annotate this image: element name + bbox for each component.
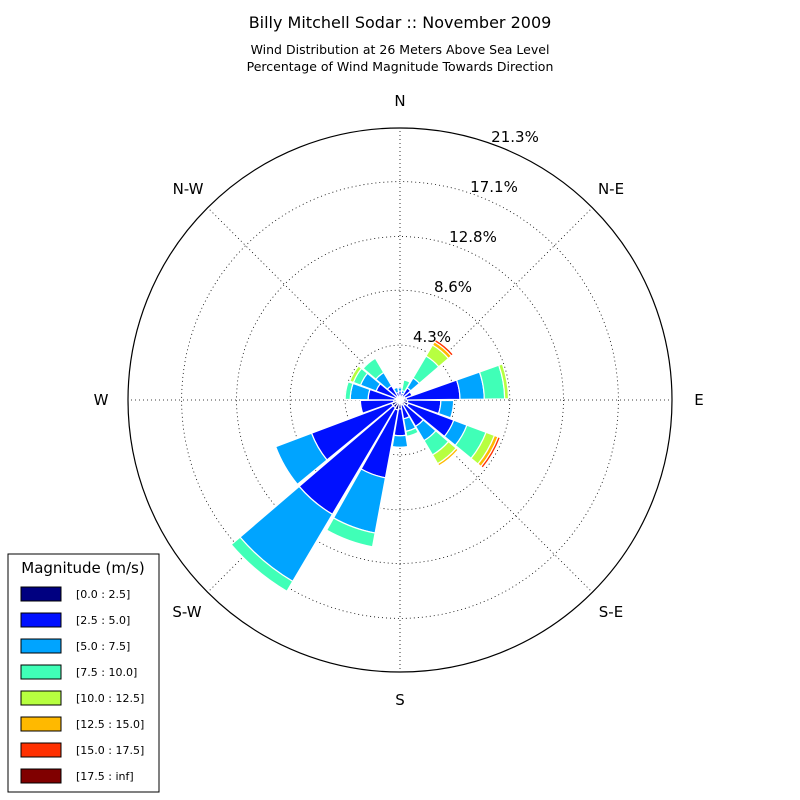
legend-label-0: [0.0 : 2.5] [76,588,130,601]
bar-dir-140-bin-5 [436,447,460,467]
legend-items: [0.0 : 2.5] [2.5 : 5.0] [5.0 : 7.5] [7.5 : … [20,586,144,784]
legend-swatch-5 [20,716,62,732]
legend-swatch-4 [20,690,62,706]
bar-dir-160-bin-3 [405,426,419,438]
outer-circle [127,127,673,673]
bar-dir-80-bin-2 [455,371,485,400]
bar-dir-340-bin-2 [392,386,400,395]
bar-dir-180-bin-2 [391,434,409,448]
ring-label-1: 4.3% [413,328,451,346]
direction-label-e: E [694,391,703,409]
direction-label-s: S [395,691,405,709]
legend-title: Magnitude (m/s) [21,559,144,577]
grid-ring-3 [236,236,564,564]
chart-subtitle-line-2: Percentage of Wind Magnitude Towards Dir… [247,59,554,74]
direction-label-se: S-E [599,603,623,621]
wind-bars [230,338,510,593]
bar-dir-100-bin-2 [437,399,455,419]
direction-label-nw: N-W [173,180,204,198]
bar-dir-40-bin-6 [433,338,455,357]
direction-label-n: N [394,92,405,110]
legend-swatch-0 [20,586,62,602]
ring-label-5: 21.3% [491,128,539,146]
grid-spoke-135 [399,399,593,593]
chart-title: Billy Mitchell Sodar :: November 2009 [249,13,552,32]
ring-label-4: 17.1% [470,178,518,196]
legend-label-5: [12.5 : 15.0] [76,718,144,731]
chart-subtitle-line-1: Wind Distribution at 26 Meters Above Sea… [251,42,550,57]
direction-label-ne: N-E [598,180,624,198]
bar-dir-220-bin-3 [230,536,294,593]
bar-dir-260-bin-1 [359,399,395,414]
legend-label-3: [7.5 : 10.0] [76,666,137,679]
grid-spoke-45 [399,207,593,401]
bar-dir-200-bin-3 [325,517,376,548]
legend-swatch-2 [20,638,62,654]
bar-dir-80-bin-4 [498,363,510,400]
polar-grid [128,128,672,672]
ring-label-3: 12.8% [449,228,497,246]
legend-label-6: [15.0 : 17.5] [76,744,144,757]
legend-label-2: [5.0 : 7.5] [76,640,130,653]
legend-label-1: [2.5 : 5.0] [76,614,130,627]
bar-dir-280-bin-3 [344,380,354,401]
grid-spoke-315 [207,207,401,401]
legend-swatch-3 [20,664,62,680]
ring-label-2: 8.6% [434,278,472,296]
legend-swatch-7 [20,768,62,784]
grid-ring-4 [181,181,619,619]
legend-swatch-1 [20,612,62,628]
bar-dir-300-bin-4 [349,365,363,384]
legend-label-7: [17.5 : inf] [76,770,134,783]
direction-label-w: W [94,391,109,409]
legend: Magnitude (m/s) [0.0 : 2.5] [2.5 : 5.0] [5… [7,553,160,793]
legend-swatch-6 [20,742,62,758]
grid-ring-2 [289,289,511,511]
bar-dir-120-bin-6 [480,436,502,469]
legend-label-4: [10.0 : 12.5] [76,692,144,705]
bar-dir-320-bin-3 [362,357,385,381]
direction-label-sw: S-W [172,603,201,621]
bar-dir-240-bin-2 [274,432,328,486]
